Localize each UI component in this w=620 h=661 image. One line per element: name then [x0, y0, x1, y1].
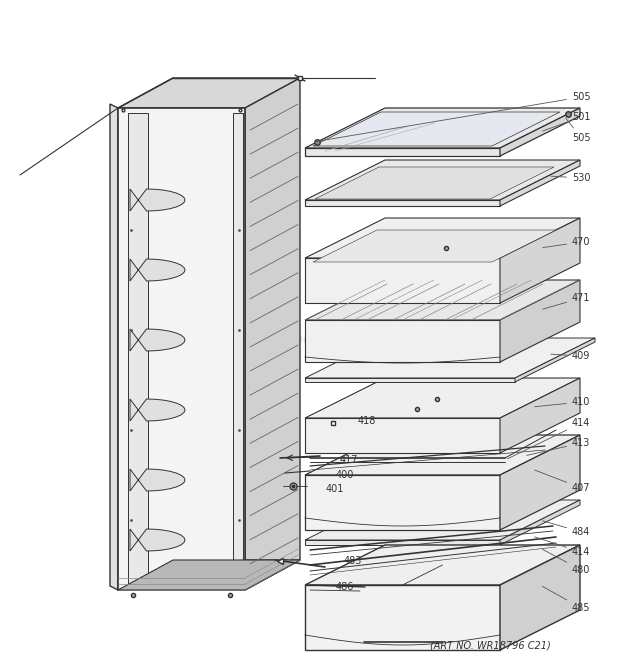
Polygon shape [305, 160, 580, 200]
Polygon shape [305, 338, 595, 378]
Text: (ART NO. WR18796 C21): (ART NO. WR18796 C21) [430, 640, 551, 650]
Polygon shape [500, 545, 580, 650]
Polygon shape [313, 112, 560, 146]
Polygon shape [130, 189, 185, 211]
Polygon shape [515, 338, 595, 382]
Polygon shape [130, 259, 185, 281]
Polygon shape [500, 160, 580, 206]
Polygon shape [305, 435, 580, 475]
Polygon shape [305, 475, 500, 530]
Polygon shape [305, 545, 580, 585]
Polygon shape [305, 320, 500, 362]
Polygon shape [500, 218, 580, 303]
Polygon shape [305, 148, 500, 156]
Text: eReplacementParts.com: eReplacementParts.com [234, 334, 386, 346]
Text: 417: 417 [340, 455, 358, 465]
Polygon shape [118, 78, 300, 108]
Polygon shape [500, 280, 580, 362]
Polygon shape [118, 560, 300, 590]
Polygon shape [130, 529, 185, 551]
Text: 505: 505 [316, 92, 591, 141]
Polygon shape [130, 469, 185, 491]
Polygon shape [305, 218, 580, 258]
Polygon shape [305, 108, 580, 148]
Polygon shape [118, 108, 245, 590]
Polygon shape [305, 585, 500, 650]
Text: 505: 505 [565, 118, 591, 143]
Polygon shape [305, 418, 500, 453]
Polygon shape [500, 500, 580, 545]
Text: 418: 418 [358, 416, 376, 426]
Text: 414: 414 [534, 537, 590, 557]
Polygon shape [110, 104, 118, 590]
Text: 483: 483 [344, 556, 362, 566]
Text: 410: 410 [535, 397, 590, 407]
Polygon shape [118, 560, 300, 590]
Polygon shape [500, 378, 580, 453]
Text: 414: 414 [508, 418, 590, 459]
Text: 470: 470 [542, 237, 590, 248]
Polygon shape [305, 200, 500, 206]
Polygon shape [130, 329, 185, 351]
Polygon shape [305, 378, 515, 382]
Polygon shape [130, 399, 185, 421]
Text: 480: 480 [542, 549, 590, 575]
Text: 484: 484 [542, 521, 590, 537]
Text: 471: 471 [542, 293, 590, 309]
Polygon shape [128, 113, 148, 585]
Text: 400: 400 [336, 470, 355, 480]
Polygon shape [500, 108, 580, 156]
Text: 530: 530 [551, 173, 590, 183]
Polygon shape [315, 167, 554, 199]
Polygon shape [233, 113, 243, 585]
Polygon shape [305, 258, 500, 303]
Text: 485: 485 [542, 586, 590, 613]
Text: 401: 401 [326, 484, 344, 494]
Text: 409: 409 [551, 351, 590, 361]
Polygon shape [305, 500, 580, 540]
Polygon shape [305, 378, 580, 418]
Polygon shape [305, 540, 500, 545]
Polygon shape [305, 280, 580, 320]
Polygon shape [245, 78, 300, 590]
Text: 407: 407 [534, 470, 590, 493]
Polygon shape [313, 230, 556, 262]
Text: 486: 486 [336, 582, 355, 592]
Polygon shape [500, 435, 580, 530]
Text: 413: 413 [527, 438, 590, 455]
Text: 501: 501 [542, 112, 590, 131]
